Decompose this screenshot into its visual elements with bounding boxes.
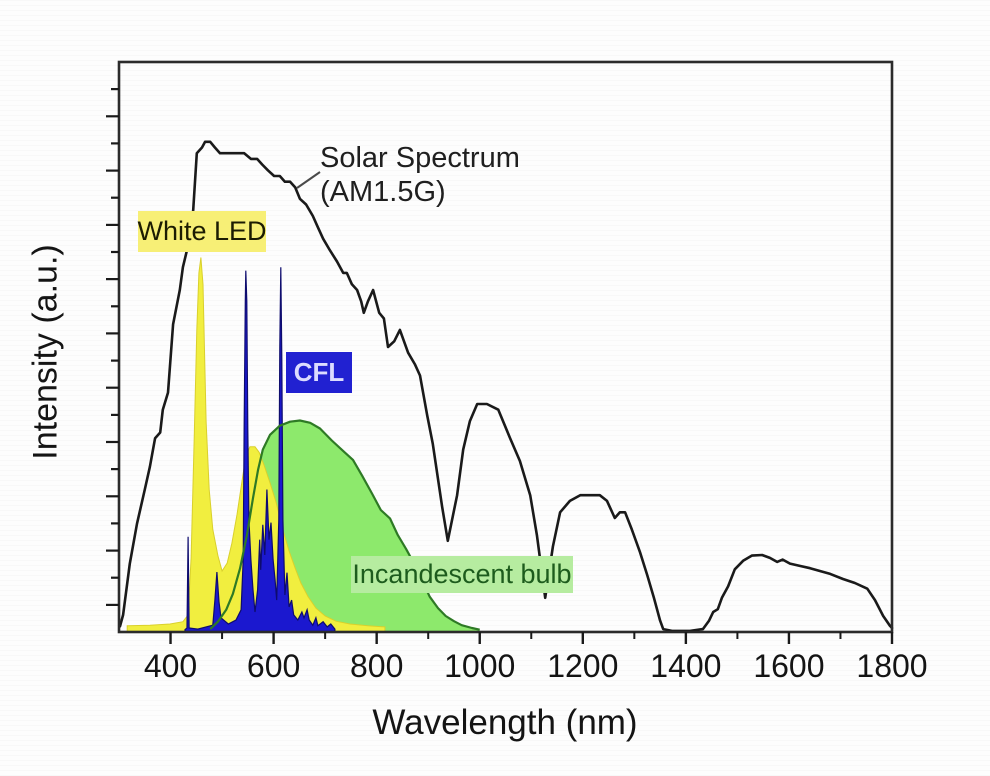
- x-axis-title: Wavelength (nm): [372, 703, 638, 742]
- x-tick-label: 1200: [547, 648, 618, 684]
- solar-annotation-line2: (AM1.5G): [320, 176, 446, 208]
- solar-spectrum-line: [118, 140, 894, 633]
- x-tick-label: 1000: [444, 648, 515, 684]
- solar-spectrum-annotation: Solar Spectrum (AM1.5G): [320, 141, 520, 209]
- axes-and-ticks: 400 600 800 1000 1200 1400 1600 1800: [106, 60, 928, 684]
- series-lines: [118, 140, 894, 633]
- plot-frame: [117, 60, 894, 634]
- cfl-area: [184, 267, 336, 633]
- solar-annotation-pointer: [296, 171, 321, 189]
- x-tick-label: 1800: [856, 648, 927, 684]
- white-led-label: White LED: [137, 211, 267, 252]
- white-led-area: [126, 257, 386, 633]
- x-tick-label: 1600: [753, 648, 824, 684]
- x-tick-label: 1400: [650, 648, 721, 684]
- x-tick-label: 400: [144, 648, 197, 684]
- incandescent-bulb-label: Incandescent bulb: [351, 556, 573, 593]
- annotation-pointer-line: [296, 171, 321, 189]
- y-axis-title: Intensity (a.u.): [26, 244, 65, 460]
- x-tick-label: 800: [350, 648, 403, 684]
- cfl-label: CFL: [286, 352, 352, 393]
- x-tick-label: 600: [247, 648, 300, 684]
- incandescent-outline: [209, 419, 480, 631]
- solar-annotation-line1: Solar Spectrum: [320, 142, 520, 174]
